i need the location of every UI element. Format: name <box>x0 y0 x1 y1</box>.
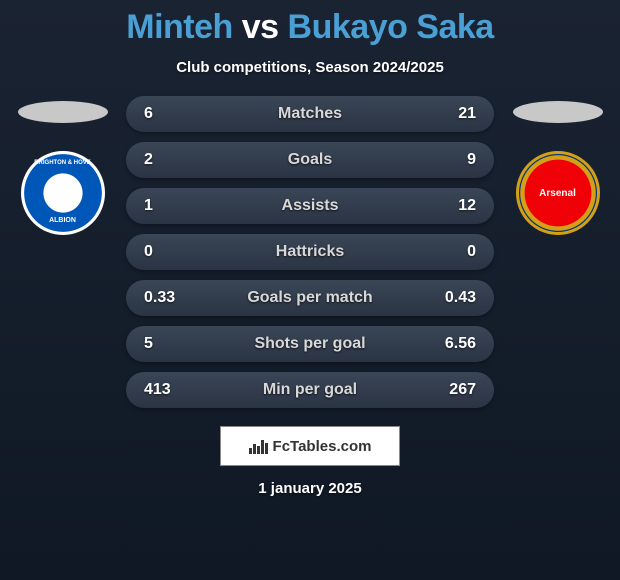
stat-left-value: 5 <box>144 335 184 353</box>
stat-left-value: 0.33 <box>144 289 184 307</box>
stat-left-value: 1 <box>144 197 184 215</box>
stat-right-value: 21 <box>436 105 476 123</box>
title-player1: Minteh <box>126 8 233 46</box>
stat-right-value: 9 <box>436 151 476 169</box>
stat-row-goals-per-match: 0.33 Goals per match 0.43 <box>126 280 494 316</box>
stat-left-value: 6 <box>144 105 184 123</box>
stat-label: Assists <box>282 197 339 215</box>
stat-left-value: 413 <box>144 381 184 399</box>
right-badge-column: Arsenal <box>500 96 615 235</box>
stat-row-min-per-goal: 413 Min per goal 267 <box>126 372 494 408</box>
stat-row-shots-per-goal: 5 Shots per goal 6.56 <box>126 326 494 362</box>
footer-date: 1 january 2025 <box>258 480 361 497</box>
footer-brand-box: FcTables.com <box>220 426 400 466</box>
title-player2: Bukayo Saka <box>288 8 494 46</box>
club-badge-left: BRIGHTON & HOVE ALBION <box>21 151 105 235</box>
club-badge-right: Arsenal <box>516 151 600 235</box>
stat-right-value: 267 <box>436 381 476 399</box>
stat-label: Goals per match <box>247 289 372 307</box>
stat-label: Min per goal <box>263 381 357 399</box>
stats-column: 6 Matches 21 2 Goals 9 1 Assists 12 0 Ha… <box>120 96 500 408</box>
stat-row-matches: 6 Matches 21 <box>126 96 494 132</box>
badge-left-text-top: BRIGHTON & HOVE <box>24 160 102 166</box>
stat-right-value: 0 <box>436 243 476 261</box>
stat-label: Hattricks <box>276 243 344 261</box>
subtitle: Club competitions, Season 2024/2025 <box>176 59 444 76</box>
left-badge-column: BRIGHTON & HOVE ALBION <box>5 96 120 235</box>
stat-right-value: 6.56 <box>436 335 476 353</box>
main-row: BRIGHTON & HOVE ALBION 6 Matches 21 2 Go… <box>0 96 620 408</box>
stat-label: Matches <box>278 105 342 123</box>
footer-brand-text: FcTables.com <box>273 438 372 455</box>
page-title: Minteh vs Bukayo Saka <box>126 8 493 47</box>
badge-left-text-bottom: ALBION <box>24 217 102 224</box>
stat-right-value: 0.43 <box>436 289 476 307</box>
stat-label: Goals <box>288 151 332 169</box>
stat-row-assists: 1 Assists 12 <box>126 188 494 224</box>
chart-icon <box>249 438 269 454</box>
title-vs: vs <box>242 8 279 46</box>
left-ellipse-shadow <box>18 101 108 123</box>
stat-right-value: 12 <box>436 197 476 215</box>
stat-left-value: 0 <box>144 243 184 261</box>
right-ellipse-shadow <box>513 101 603 123</box>
stat-row-goals: 2 Goals 9 <box>126 142 494 178</box>
stat-label: Shots per goal <box>254 335 365 353</box>
stat-left-value: 2 <box>144 151 184 169</box>
comparison-container: Minteh vs Bukayo Saka Club competitions,… <box>0 0 620 580</box>
badge-right-text: Arsenal <box>519 188 597 199</box>
stat-row-hattricks: 0 Hattricks 0 <box>126 234 494 270</box>
